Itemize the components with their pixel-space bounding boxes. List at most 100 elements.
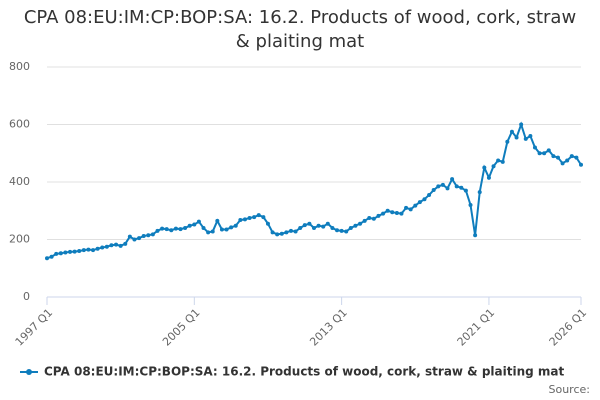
point xyxy=(413,203,418,208)
point xyxy=(114,242,119,247)
x-tick-label: 2026 Q1 xyxy=(547,306,590,349)
point xyxy=(265,221,270,226)
point xyxy=(164,227,169,232)
x-tick-label: 2005 Q1 xyxy=(160,306,203,349)
point xyxy=(146,233,151,238)
point xyxy=(86,247,91,252)
point xyxy=(118,243,123,248)
point xyxy=(459,185,464,190)
series-line xyxy=(46,121,582,260)
point xyxy=(579,162,583,167)
point xyxy=(574,155,579,160)
point xyxy=(344,229,349,234)
point xyxy=(486,175,491,180)
point xyxy=(473,233,478,238)
point xyxy=(353,223,358,228)
point xyxy=(417,200,422,205)
point xyxy=(233,223,238,228)
y-tick-label: 0 xyxy=(23,290,30,303)
point xyxy=(385,208,390,213)
point xyxy=(362,218,367,223)
x-tick-label: 1997 Q1 xyxy=(13,306,56,349)
point xyxy=(463,188,468,193)
point xyxy=(95,246,100,251)
point xyxy=(224,227,229,232)
point xyxy=(542,151,547,156)
point xyxy=(261,215,266,220)
point xyxy=(316,223,321,228)
source: Source: xyxy=(549,383,591,396)
point xyxy=(54,251,59,256)
point xyxy=(100,245,105,250)
point xyxy=(252,215,257,220)
point xyxy=(279,231,284,236)
point xyxy=(298,226,303,230)
x-tick-label: 2013 Q1 xyxy=(307,306,350,349)
point xyxy=(104,244,109,249)
point xyxy=(229,225,234,230)
point xyxy=(555,155,560,160)
chart-title: CPA 08:EU:IM:CP:BOP:SA: 16.2. Products o… xyxy=(23,7,577,52)
point xyxy=(137,236,142,241)
point xyxy=(348,226,353,230)
point xyxy=(528,134,533,138)
point xyxy=(284,230,289,235)
point xyxy=(537,151,542,156)
point xyxy=(523,136,528,141)
point xyxy=(500,159,505,164)
point xyxy=(532,145,537,150)
point xyxy=(256,213,261,218)
point xyxy=(58,251,63,256)
point xyxy=(367,215,372,220)
y-tick-label: 400 xyxy=(9,175,30,188)
point xyxy=(68,249,73,254)
point xyxy=(427,192,432,197)
point xyxy=(178,227,183,232)
point xyxy=(210,229,215,234)
point xyxy=(150,232,155,237)
point xyxy=(505,139,510,144)
point xyxy=(422,197,427,202)
point xyxy=(183,226,188,230)
point xyxy=(491,164,496,169)
point xyxy=(201,226,206,230)
point xyxy=(408,207,413,212)
point xyxy=(569,154,574,159)
point xyxy=(247,215,252,220)
point xyxy=(45,256,49,261)
point xyxy=(307,221,312,226)
point xyxy=(454,184,459,189)
point xyxy=(431,188,436,193)
point xyxy=(169,228,174,233)
point xyxy=(187,223,192,228)
point xyxy=(399,211,404,216)
point xyxy=(219,227,224,232)
point xyxy=(160,226,165,231)
point xyxy=(132,237,137,242)
point xyxy=(72,249,77,254)
point xyxy=(192,222,197,227)
point xyxy=(77,249,82,253)
point xyxy=(91,248,96,253)
point xyxy=(325,221,330,226)
point xyxy=(127,234,132,239)
point xyxy=(565,158,570,163)
legend-marker xyxy=(26,369,32,375)
point xyxy=(450,177,455,182)
point xyxy=(390,210,395,215)
point xyxy=(63,250,68,255)
point xyxy=(404,205,409,210)
point xyxy=(123,241,128,246)
point xyxy=(335,228,340,233)
point xyxy=(109,243,114,248)
point xyxy=(519,122,524,127)
point xyxy=(215,218,220,223)
point xyxy=(551,154,556,159)
point xyxy=(330,226,335,230)
point xyxy=(242,217,247,222)
point xyxy=(381,211,386,216)
point xyxy=(206,230,211,235)
point xyxy=(376,213,381,218)
point xyxy=(496,158,501,163)
